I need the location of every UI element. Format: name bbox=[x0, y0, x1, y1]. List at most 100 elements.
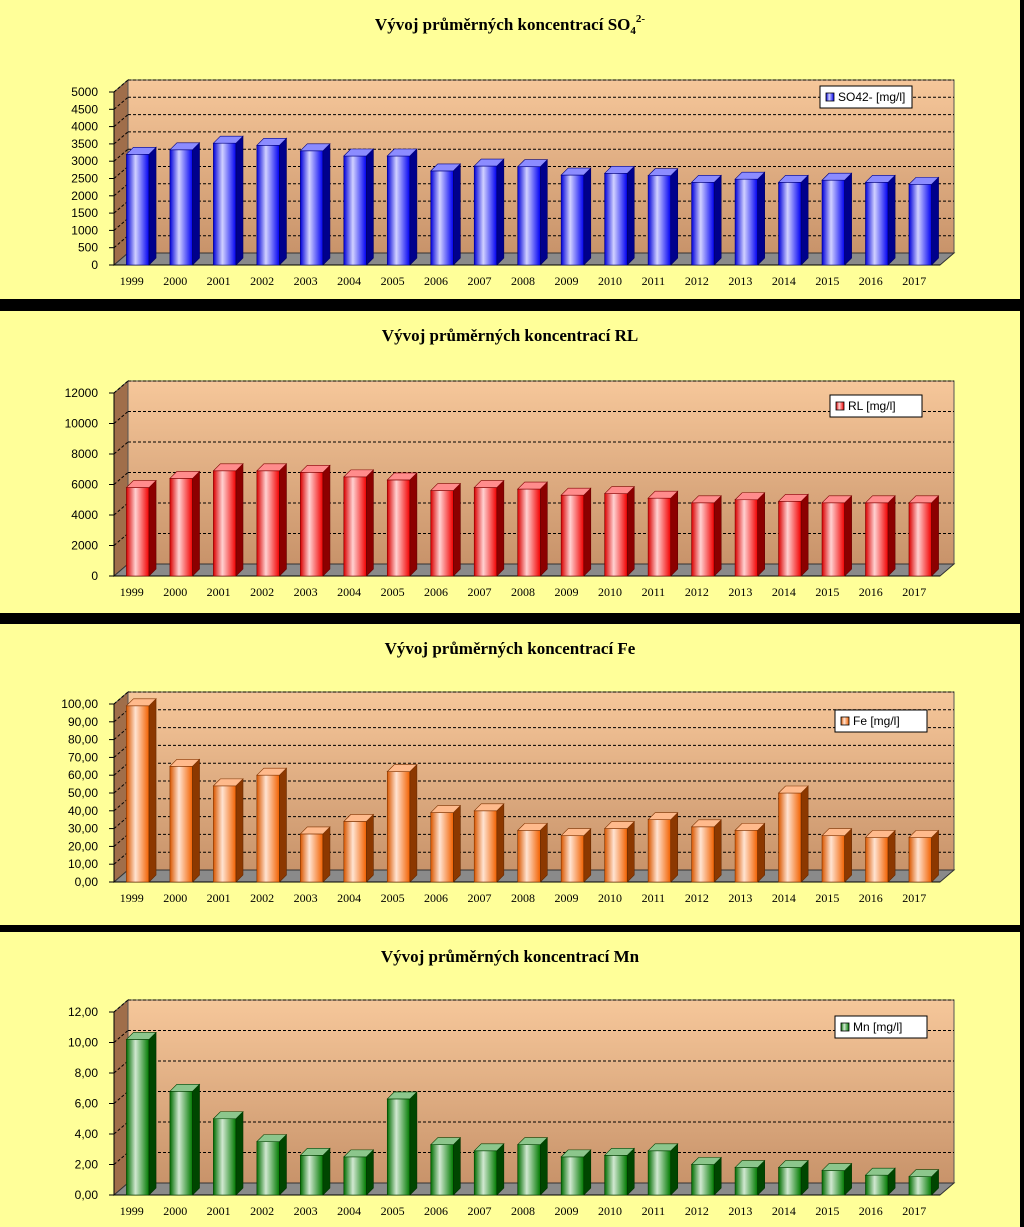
bar-2013 bbox=[734, 1159, 766, 1196]
x-tick-label: 2001 bbox=[207, 891, 231, 905]
y-tick-label: 2500 bbox=[71, 172, 98, 186]
x-tick-label: 2000 bbox=[163, 585, 187, 599]
gridline-side bbox=[113, 762, 129, 776]
x-tick-label: 2006 bbox=[424, 274, 448, 288]
bar-2008 bbox=[516, 822, 549, 883]
bar-2014 bbox=[777, 174, 809, 266]
x-tick-label: 2014 bbox=[772, 891, 796, 905]
x-tick-label: 2011 bbox=[642, 274, 666, 288]
gridline-side bbox=[113, 79, 129, 93]
bar-2011 bbox=[647, 490, 679, 577]
legend-swatch bbox=[840, 716, 850, 726]
x-tick-label: 2000 bbox=[163, 274, 187, 288]
bar-2008 bbox=[516, 1136, 549, 1196]
y-tick-label: 70,00 bbox=[68, 750, 98, 764]
plot-side-wall bbox=[113, 998, 129, 1197]
y-tick-label: 12000 bbox=[65, 386, 99, 400]
legend-label: Fe [mg/l] bbox=[853, 714, 900, 728]
bar-2014 bbox=[777, 493, 809, 577]
chart-title: Vývoj průměrných koncentrací Mn bbox=[381, 947, 640, 966]
y-tick-label: 0,00 bbox=[75, 1188, 99, 1202]
y-tick-label: 4,00 bbox=[75, 1127, 99, 1141]
bar-1999 bbox=[125, 698, 157, 883]
bar-2005 bbox=[386, 148, 418, 266]
gridline-side bbox=[113, 1060, 129, 1074]
x-tick-label: 2015 bbox=[815, 274, 839, 288]
x-tick-label: 2005 bbox=[381, 891, 405, 905]
bar-2015 bbox=[821, 1162, 853, 1196]
bar-2001 bbox=[212, 135, 244, 266]
legend-label: SO42- [mg/l] bbox=[838, 90, 905, 104]
gridline-side bbox=[113, 691, 129, 705]
gridline-side bbox=[113, 780, 129, 794]
y-tick-label: 0 bbox=[91, 258, 98, 272]
chart-panel-rl: Vývoj průměrných koncentrací RL 0 2000 4000… bbox=[0, 311, 1020, 613]
gridline-side bbox=[113, 166, 129, 179]
bar-2002 bbox=[256, 463, 288, 577]
x-tick-label: 2003 bbox=[294, 585, 318, 599]
gridline-side bbox=[113, 411, 129, 424]
y-tick-label: 20,00 bbox=[68, 839, 98, 853]
bar-2008 bbox=[516, 481, 549, 577]
x-tick-label: 2015 bbox=[815, 585, 839, 599]
bar-2003 bbox=[299, 1147, 331, 1196]
x-tick-label: 2010 bbox=[598, 274, 622, 288]
y-tick-label: 8,00 bbox=[75, 1066, 99, 1080]
x-tick-label: 2002 bbox=[250, 274, 274, 288]
legend: SO42- [mg/l] bbox=[819, 85, 913, 109]
bar-2000 bbox=[169, 1083, 201, 1196]
x-tick-label: 2002 bbox=[250, 1204, 274, 1218]
bar-2016 bbox=[864, 495, 896, 577]
x-tick-label: 2010 bbox=[598, 585, 622, 599]
x-tick-label: 2015 bbox=[815, 891, 839, 905]
gridline-side bbox=[113, 745, 129, 758]
bar-2009 bbox=[560, 167, 592, 266]
plot-side-wall bbox=[113, 379, 129, 578]
gridline-side bbox=[113, 816, 129, 829]
x-tick-label: 2003 bbox=[294, 1204, 318, 1218]
x-tick-label: 2004 bbox=[337, 891, 361, 905]
bar-2010 bbox=[603, 485, 635, 577]
bar-2000 bbox=[169, 470, 201, 577]
bar-2005 bbox=[386, 472, 418, 577]
gridline-side bbox=[113, 131, 129, 145]
x-tick-label: 2008 bbox=[511, 585, 535, 599]
bar-2001 bbox=[212, 1111, 244, 1196]
legend-swatch bbox=[835, 401, 845, 411]
y-tick-label: 10000 bbox=[65, 417, 99, 431]
gridline-side bbox=[113, 834, 129, 847]
chart-title: Vývoj průměrných koncentrací Fe bbox=[385, 639, 636, 658]
chart-title: Vývoj průměrných koncentrací SO42- bbox=[375, 13, 645, 37]
x-tick-label: 2007 bbox=[468, 585, 492, 599]
bar-2002 bbox=[256, 767, 288, 883]
bar-2000 bbox=[169, 142, 201, 266]
bar-2006 bbox=[430, 482, 462, 577]
y-tick-label: 10,00 bbox=[68, 1036, 98, 1050]
bar-2013 bbox=[734, 492, 766, 577]
bar-2005 bbox=[386, 1091, 418, 1196]
x-tick-label: 1999 bbox=[120, 585, 144, 599]
bar-2004 bbox=[343, 469, 375, 577]
y-tick-label: 50,00 bbox=[68, 786, 98, 800]
bar-2004 bbox=[343, 148, 375, 266]
bar-2006 bbox=[430, 163, 462, 266]
x-tick-label: 2012 bbox=[685, 1204, 709, 1218]
bar-2015 bbox=[821, 495, 853, 577]
gridline-side bbox=[113, 1091, 129, 1104]
y-tick-label: 1500 bbox=[71, 206, 98, 220]
x-tick-label: 2005 bbox=[381, 1204, 405, 1218]
bar-2000 bbox=[169, 758, 201, 883]
legend-label: RL [mg/l] bbox=[848, 399, 896, 413]
x-tick-label: 2002 bbox=[250, 891, 274, 905]
bar-2012 bbox=[690, 819, 722, 883]
bar-2003 bbox=[299, 143, 331, 266]
gridline-side bbox=[113, 1030, 129, 1043]
bar-2009 bbox=[560, 487, 592, 577]
gridline-side bbox=[113, 502, 129, 516]
bar-2013 bbox=[734, 822, 766, 883]
x-tick-label: 2009 bbox=[554, 274, 578, 288]
bar-2002 bbox=[256, 137, 288, 266]
x-tick-label: 2014 bbox=[772, 585, 796, 599]
gridline-side bbox=[113, 183, 129, 197]
y-tick-label: 100,00 bbox=[61, 697, 98, 711]
